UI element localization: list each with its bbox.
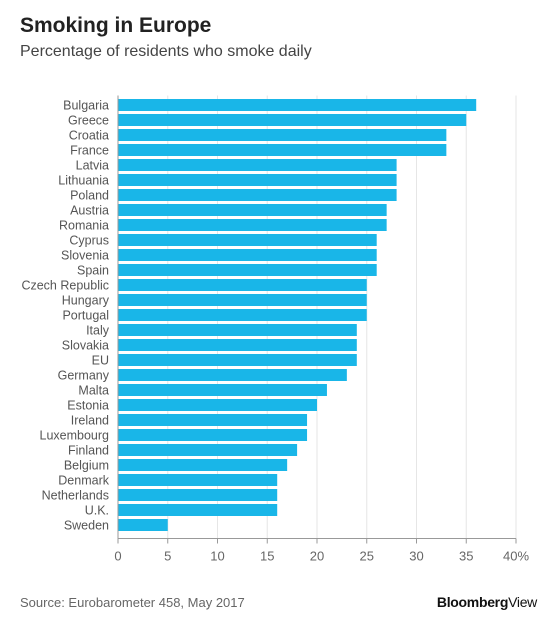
- category-label: Estonia: [67, 399, 109, 413]
- bar-cyprus: [118, 234, 377, 246]
- category-label: Denmark: [58, 474, 109, 488]
- bar-estonia: [118, 399, 317, 411]
- category-label: Czech Republic: [21, 279, 109, 293]
- category-labels: BulgariaGreeceCroatiaFranceLatviaLithuan…: [21, 99, 109, 533]
- x-tick-label: 5: [164, 549, 171, 564]
- category-label: Finland: [68, 444, 109, 458]
- x-tick-label: 10: [210, 549, 224, 564]
- bar-croatia: [118, 129, 447, 141]
- category-label: Croatia: [69, 129, 109, 143]
- x-tick-label: 25: [360, 549, 374, 564]
- category-label: Germany: [58, 369, 110, 383]
- category-label: Luxembourg: [40, 429, 110, 443]
- x-tick-label: 40%: [503, 549, 529, 564]
- category-label: Portugal: [62, 309, 109, 323]
- bar-portugal: [118, 309, 367, 321]
- category-label: Slovakia: [62, 339, 109, 353]
- bar-chart: BulgariaGreeceCroatiaFranceLatviaLithuan…: [21, 95, 529, 564]
- bar-slovakia: [118, 339, 357, 351]
- x-tick-label: 15: [260, 549, 274, 564]
- category-label: EU: [92, 354, 109, 368]
- bar-eu: [118, 354, 357, 366]
- bar-poland: [118, 189, 397, 201]
- category-label: Cyprus: [69, 234, 109, 248]
- bar-lithuania: [118, 174, 397, 186]
- category-label: U.K.: [85, 504, 109, 518]
- category-label: Lithuania: [58, 174, 109, 188]
- category-label: Spain: [77, 264, 109, 278]
- bars: [118, 99, 477, 531]
- bar-greece: [118, 114, 467, 126]
- category-label: Austria: [70, 204, 109, 218]
- category-label: Netherlands: [42, 489, 109, 503]
- bar-finland: [118, 444, 298, 456]
- bar-slovenia: [118, 249, 377, 261]
- category-label: Romania: [59, 219, 109, 233]
- category-label: France: [70, 144, 109, 158]
- category-label: Sweden: [64, 519, 109, 533]
- bar-bulgaria: [118, 99, 477, 111]
- bar-austria: [118, 204, 387, 216]
- bar-sweden: [118, 519, 168, 531]
- bar-hungary: [118, 294, 367, 306]
- category-label: Italy: [86, 324, 110, 338]
- category-label: Hungary: [62, 294, 110, 308]
- category-label: Latvia: [76, 159, 109, 173]
- chart-subtitle: Percentage of residents who smoke daily: [20, 43, 312, 60]
- source-note: Source: Eurobarometer 458, May 2017: [20, 595, 245, 610]
- bar-czech-republic: [118, 279, 367, 291]
- bar-malta: [118, 384, 327, 396]
- chart-title: Smoking in Europe: [20, 14, 212, 37]
- bloomberg-view-logo: BloombergView: [437, 594, 537, 610]
- bar-u-k-: [118, 504, 278, 516]
- brand-primary: Bloomberg: [436, 594, 509, 610]
- category-label: Ireland: [71, 414, 109, 428]
- bar-romania: [118, 219, 387, 231]
- category-label: Belgium: [64, 459, 109, 473]
- x-tick-label: 30: [409, 549, 423, 564]
- bar-netherlands: [118, 489, 278, 501]
- x-tick-label: 20: [310, 549, 324, 564]
- bar-germany: [118, 369, 347, 381]
- bar-denmark: [118, 474, 278, 486]
- bar-spain: [118, 264, 377, 276]
- x-tick-label: 0: [114, 549, 121, 564]
- bar-italy: [118, 324, 357, 336]
- category-label: Malta: [78, 384, 109, 398]
- bar-latvia: [118, 159, 397, 171]
- bar-belgium: [118, 459, 288, 471]
- bar-luxembourg: [118, 429, 308, 441]
- category-label: Slovenia: [61, 249, 109, 263]
- x-axis: 0 5 10 15 20 25 30 35 40%: [114, 95, 529, 564]
- x-tick-label: 35: [459, 549, 473, 564]
- category-label: Poland: [70, 189, 109, 203]
- bar-france: [118, 144, 447, 156]
- bar-ireland: [118, 414, 308, 426]
- brand-secondary: View: [508, 594, 537, 610]
- category-label: Bulgaria: [63, 99, 109, 113]
- category-label: Greece: [68, 114, 109, 128]
